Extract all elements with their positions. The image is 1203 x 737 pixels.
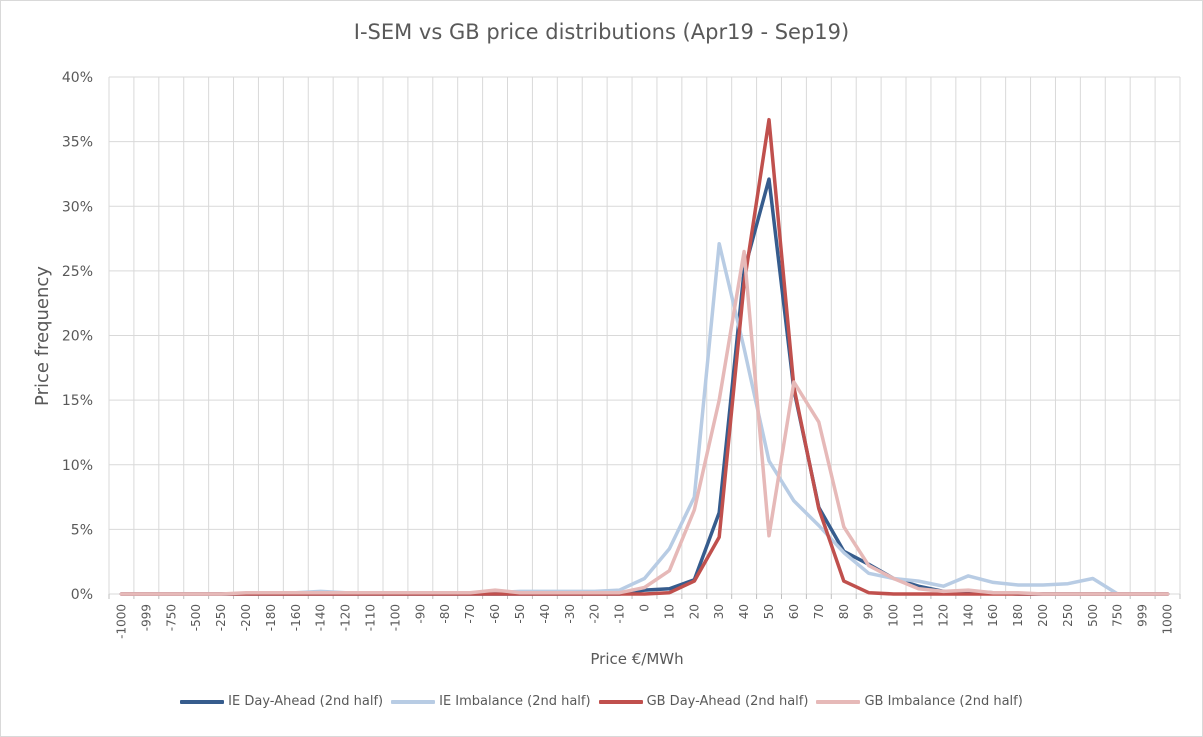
x-tick-label: 180	[1011, 604, 1025, 627]
y-tick-label: 20%	[62, 329, 93, 345]
legend-swatch	[391, 699, 436, 704]
x-tick-label: 0	[638, 604, 652, 612]
x-tick-label: -1000	[114, 604, 128, 639]
y-axis-label: Price frequency	[32, 266, 53, 406]
x-tick-label: 120	[936, 604, 950, 627]
y-tick-label: 40%	[62, 70, 93, 86]
x-tick-label: -110	[364, 604, 378, 631]
y-tick-label: 25%	[62, 264, 93, 280]
x-tick-label: -90	[413, 604, 427, 624]
x-tick-label: 999	[1136, 604, 1150, 627]
x-tick-label: -70	[463, 604, 477, 624]
y-tick-label: 30%	[62, 199, 93, 215]
legend: IE Day-Ahead (2nd half) IE Imbalance (2nd…	[0, 694, 1203, 709]
y-tick-label: 5%	[71, 522, 93, 538]
x-tick-label: -20	[588, 604, 602, 624]
legend-item: GB Day-Ahead (2nd half)	[598, 694, 809, 709]
legend-label: IE Imbalance (2nd half)	[439, 694, 591, 709]
y-tick-label: 10%	[62, 458, 93, 474]
x-tick-label: 160	[986, 604, 1000, 627]
series-line	[119, 241, 1170, 596]
y-tick-label: 15%	[62, 393, 93, 409]
x-axis-label: Price €/MWh	[590, 650, 683, 668]
legend-label: GB Imbalance (2nd half)	[864, 694, 1023, 709]
x-tick-label: -120	[339, 604, 353, 631]
x-tick-label: 1000	[1161, 604, 1175, 635]
x-tick-label: -30	[563, 604, 577, 624]
y-tick-label: 35%	[62, 135, 93, 151]
legend-item: IE Day-Ahead (2nd half)	[180, 694, 383, 709]
x-tick-label: -999	[139, 604, 153, 631]
x-tick-label: -40	[538, 604, 552, 624]
x-tick-label: 200	[1036, 604, 1050, 627]
legend-swatch	[598, 699, 643, 704]
x-tick-label: 30	[712, 604, 726, 619]
x-tick-label: 750	[1111, 604, 1125, 627]
x-tick-label: 60	[787, 604, 801, 619]
x-tick-label: -180	[264, 604, 278, 631]
x-tick-label: -200	[239, 604, 253, 631]
x-tick-label: 40	[737, 604, 751, 619]
chart-title: I-SEM vs GB price distributions (Apr19 -…	[353, 20, 850, 44]
y-tick-label: 0%	[71, 587, 93, 603]
x-tick-label: -160	[289, 604, 303, 631]
x-tick-label: 500	[1086, 604, 1100, 627]
x-tick-label: 90	[862, 604, 876, 619]
x-tick-label: 80	[837, 604, 851, 619]
x-tick-label: -750	[164, 604, 178, 631]
legend-label: IE Day-Ahead (2nd half)	[228, 694, 384, 709]
x-tick-label: 100	[887, 604, 901, 627]
legend-item: IE Imbalance (2nd half)	[391, 694, 591, 709]
x-tick-label: 250	[1061, 604, 1075, 627]
x-tick-label: -60	[488, 604, 502, 624]
x-tick-label: -250	[214, 604, 228, 631]
series-line	[119, 117, 1170, 596]
legend-swatch	[816, 699, 861, 704]
x-tick-label: -50	[513, 604, 527, 624]
series-line	[119, 249, 1170, 596]
x-tick-label: 50	[762, 604, 776, 619]
x-tick-label: 70	[812, 604, 826, 619]
series-line	[119, 177, 1170, 596]
legend-item: GB Imbalance (2nd half)	[816, 694, 1023, 709]
legend-swatch	[180, 699, 225, 704]
x-tick-label: -80	[438, 604, 452, 624]
x-tick-label: -500	[189, 604, 203, 631]
x-tick-label: 140	[961, 604, 975, 627]
legend-label: GB Day-Ahead (2nd half)	[646, 694, 809, 709]
x-tick-label: -10	[613, 604, 627, 624]
x-tick-label: 20	[687, 604, 701, 619]
x-tick-label: 110	[911, 604, 925, 627]
x-tick-label: -140	[314, 604, 328, 631]
x-tick-label: -100	[388, 604, 402, 631]
x-tick-label: 10	[662, 604, 676, 619]
